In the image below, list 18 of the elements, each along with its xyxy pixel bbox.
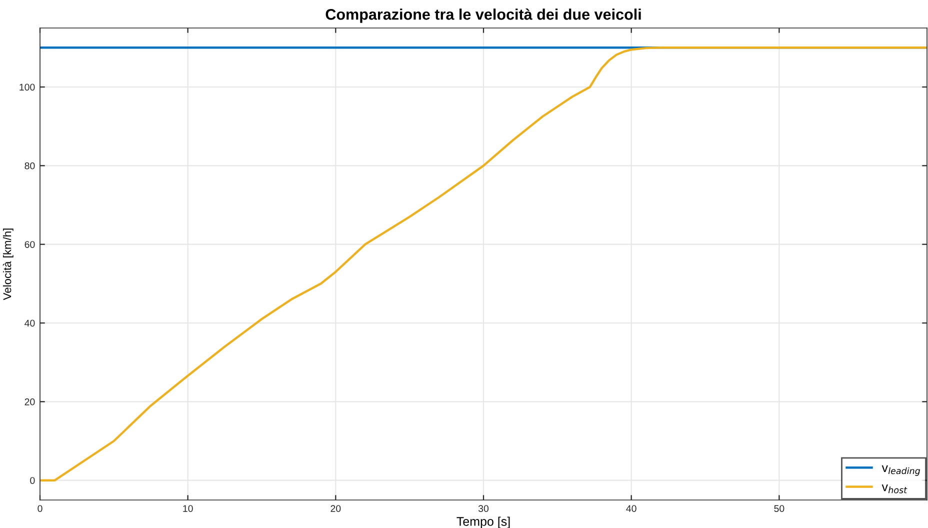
legend-label: v$_{host}$ <box>882 484 908 494</box>
x-tick-label: 50 <box>774 505 784 512</box>
y-tick-label: 80 <box>24 162 35 170</box>
x-tick-label: 0 <box>38 505 42 512</box>
y-tick-label: 100 <box>20 84 35 91</box>
x-tick-label: 20 <box>330 505 341 512</box>
legend-label: v$_{leading}$ <box>882 465 920 476</box>
x-tick-label: 30 <box>478 505 489 512</box>
x-axis-title: Tempo [s] <box>456 516 510 528</box>
line-series <box>40 46 927 482</box>
y-tick-label: 60 <box>24 241 35 248</box>
y-tick-label: 40 <box>24 320 35 327</box>
x-tick-label: 40 <box>626 505 636 512</box>
y-tick-label: 20 <box>24 398 35 406</box>
y-tick-label: 0 <box>30 477 35 484</box>
chart-title: Comparazione tra le velocità dei due veicoli <box>326 8 641 23</box>
y-axis-title: Velocità [km/h] <box>2 228 14 300</box>
x-tick-label: 10 <box>183 505 193 512</box>
